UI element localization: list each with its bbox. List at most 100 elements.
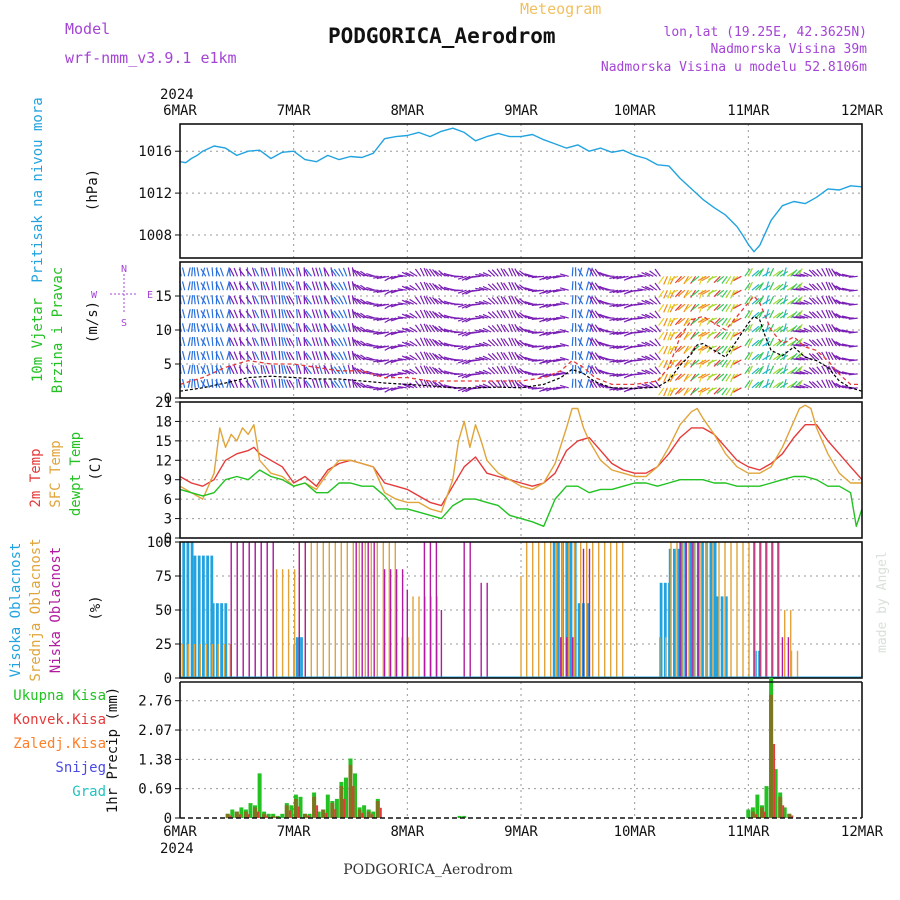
wind-barb xyxy=(401,341,411,347)
wind-barb xyxy=(251,337,256,347)
wind-barb xyxy=(206,378,210,388)
wind-barb xyxy=(588,365,594,375)
wind-barb xyxy=(706,387,714,395)
wind-barb xyxy=(215,323,221,333)
wind-barb xyxy=(848,275,858,278)
wind-barb xyxy=(733,317,742,324)
wind-barb xyxy=(219,323,224,333)
wind-barb xyxy=(219,337,224,347)
wind-barb xyxy=(193,309,196,319)
wind-barb xyxy=(825,365,831,375)
wind-barb xyxy=(440,273,450,277)
cloud-high-bar xyxy=(659,582,663,678)
wind-barb xyxy=(508,365,513,375)
wind-barb xyxy=(471,275,481,278)
wind-barb xyxy=(500,337,506,347)
wind-barb xyxy=(425,282,432,291)
y-tick-label: 2.07 xyxy=(138,723,172,739)
wind-barb xyxy=(697,303,707,309)
wind-barb xyxy=(487,339,496,347)
wind-barb xyxy=(281,281,284,291)
precip-conv-mark xyxy=(238,814,241,818)
wind-barb xyxy=(783,309,787,319)
wind-barb xyxy=(233,295,239,305)
wind-barb xyxy=(191,309,194,319)
wind-barb xyxy=(684,303,693,311)
wind-barb xyxy=(828,379,834,389)
wind-barb xyxy=(200,282,207,291)
wind-barb xyxy=(181,267,186,277)
wind-barb xyxy=(297,309,302,319)
wind-barb xyxy=(330,282,337,291)
wind-barb xyxy=(559,287,569,291)
wind-barb xyxy=(683,373,690,382)
wind-barb xyxy=(733,373,742,379)
cloud-high-bar xyxy=(577,603,581,678)
wind-barb xyxy=(769,379,775,389)
wind-barb xyxy=(478,314,488,319)
wind-barb xyxy=(825,323,831,333)
wind-barb xyxy=(233,323,239,333)
wind-barb xyxy=(811,381,820,389)
wind-barb xyxy=(454,373,464,376)
wind-barb xyxy=(577,310,584,319)
wind-barb xyxy=(419,365,425,375)
legend-snow: Snijeg xyxy=(55,760,106,776)
wind-barb xyxy=(542,359,552,364)
wind-barb xyxy=(260,281,263,291)
wind-barb xyxy=(347,337,351,347)
wind-barb xyxy=(211,267,214,277)
wind-barb xyxy=(432,297,439,305)
precip-conv-bar xyxy=(284,805,289,819)
wind-barb xyxy=(425,366,432,375)
wind-barb xyxy=(475,343,485,347)
wind-barb xyxy=(238,310,246,319)
wind-barb xyxy=(394,289,404,292)
wind-barb xyxy=(191,323,194,333)
wind-barb xyxy=(730,373,739,381)
wind-barb xyxy=(706,317,714,326)
wind-barb xyxy=(354,311,362,319)
wind-barb xyxy=(191,350,194,360)
wind-barb xyxy=(596,326,605,333)
precip-conv-mark xyxy=(229,815,232,818)
cloud-high-bar xyxy=(713,542,717,678)
wind-barb xyxy=(351,296,358,305)
wind-barb xyxy=(296,378,298,388)
wind-barb xyxy=(315,281,320,291)
wind-barb xyxy=(591,338,598,347)
wind-barb xyxy=(832,382,841,389)
tsfc-line xyxy=(179,404,862,513)
wind-barb xyxy=(795,330,805,333)
wind-barb xyxy=(596,270,605,277)
wind-barb xyxy=(283,351,288,361)
wind-barb xyxy=(206,281,210,291)
wind-barb xyxy=(713,331,721,339)
wind-barb xyxy=(596,354,605,361)
wind-barb xyxy=(828,295,834,305)
wind-barb xyxy=(816,324,823,333)
wind-barb xyxy=(206,365,210,375)
wind-barb xyxy=(677,317,686,325)
wind-barb xyxy=(758,365,764,375)
wind-barb xyxy=(690,303,697,312)
wind-barb xyxy=(828,282,834,291)
wind-barb xyxy=(811,297,820,305)
wind-barb xyxy=(409,382,418,389)
wind-barb xyxy=(414,310,422,319)
wind-barb xyxy=(265,323,270,333)
wind-barb xyxy=(296,350,298,360)
wind-barb xyxy=(324,337,330,347)
panel-frame xyxy=(179,541,863,679)
wind-barb xyxy=(539,359,548,365)
wind-barb xyxy=(825,295,831,305)
wind-barb xyxy=(425,296,432,305)
wind-barb xyxy=(751,325,760,333)
wind-barb xyxy=(511,309,517,319)
wind-barb xyxy=(776,339,784,347)
precip-conv-bar xyxy=(253,807,257,818)
wind-barb xyxy=(401,313,411,319)
wind-barb xyxy=(330,366,337,375)
wind-barb xyxy=(262,267,267,277)
wind-barb xyxy=(609,303,619,307)
